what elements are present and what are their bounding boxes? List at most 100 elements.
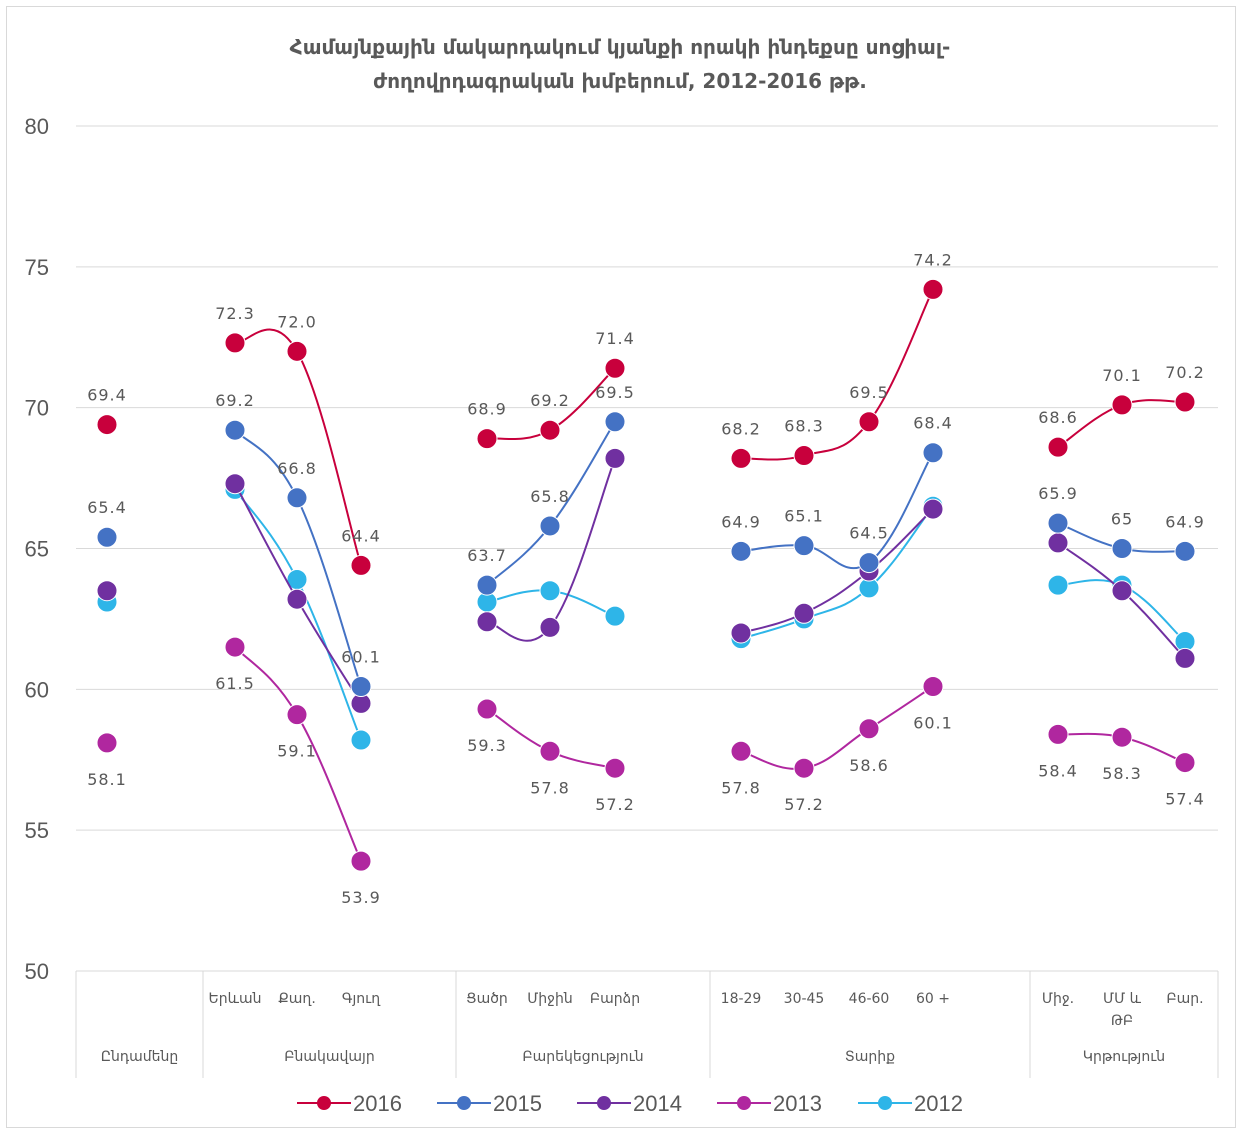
data-point-2013 [539, 740, 561, 762]
data-point-2015 [476, 574, 498, 596]
data-label-2013: 57.8 [721, 778, 761, 797]
data-point-2013 [1174, 752, 1196, 774]
data-label-2013: 58.1 [87, 770, 127, 789]
group-label: Բնակավայր [284, 1049, 374, 1065]
data-point-2016 [350, 554, 372, 576]
data-point-2016 [539, 419, 561, 441]
data-label-2015: 64.9 [1165, 512, 1205, 531]
data-label-2015: 65.8 [530, 487, 570, 506]
data-point-2014 [1174, 647, 1196, 669]
data-label-2016: 70.2 [1165, 363, 1205, 382]
data-label-2015: 64.5 [849, 524, 889, 543]
data-point-2015 [604, 411, 626, 433]
data-label-2016: 72.0 [277, 312, 317, 331]
data-label-2013: 53.9 [341, 888, 381, 907]
data-point-2013 [730, 740, 752, 762]
category-label: 46-60 [849, 991, 890, 1007]
data-point-2015 [858, 552, 880, 574]
series-line-2013 [740, 685, 934, 770]
data-point-2014 [730, 622, 752, 644]
data-point-2016 [96, 414, 118, 436]
y-tick-label: 80 [25, 114, 49, 139]
data-point-2015 [539, 515, 561, 537]
data-label-2015: 69.5 [595, 383, 635, 402]
data-label-2015: 65.9 [1038, 484, 1078, 503]
category-label: 18-29 [721, 991, 762, 1007]
data-point-2012 [604, 605, 626, 627]
data-label-2015: 65.4 [87, 498, 127, 517]
data-point-2013 [350, 850, 372, 872]
data-point-2016 [922, 278, 944, 300]
data-label-2016: 69.2 [530, 391, 570, 410]
data-point-2016 [858, 411, 880, 433]
data-label-2013: 57.4 [1165, 790, 1205, 809]
y-tick-label: 75 [25, 255, 49, 280]
category-label: Միջին [527, 991, 573, 1007]
category-label: Ցածր [466, 991, 508, 1007]
data-label-2016: 64.4 [341, 526, 381, 545]
data-label-2013: 58.3 [1102, 764, 1142, 783]
data-label-2015: 63.7 [467, 546, 507, 565]
data-point-2016 [604, 357, 626, 379]
data-label-2016: 70.1 [1102, 366, 1142, 385]
data-label-2013: 58.4 [1038, 761, 1078, 780]
legend-label-2012: 2012 [914, 1091, 963, 1116]
group-label: Ընդամենը [101, 1049, 179, 1065]
y-tick-label: 65 [25, 537, 49, 562]
data-point-2016 [286, 340, 308, 362]
category-label: Քաղ. [278, 991, 316, 1007]
data-point-2015 [96, 526, 118, 548]
legend-marker-2016 [317, 1096, 331, 1110]
data-label-2016: 69.5 [849, 383, 889, 402]
data-point-2013 [1047, 723, 1069, 745]
data-label-2013: 57.8 [530, 778, 570, 797]
data-point-2014 [539, 616, 561, 638]
data-label-2013: 60.1 [913, 714, 953, 733]
data-label-2013: 57.2 [595, 795, 635, 814]
series-line-2016 [740, 288, 934, 461]
data-point-2013 [922, 676, 944, 698]
legend-label-2013: 2013 [773, 1091, 822, 1116]
group-label: Տարիք [845, 1049, 895, 1065]
data-label-2015: 68.4 [913, 414, 953, 433]
data-label-2016: 68.9 [467, 400, 507, 419]
data-label-2015: 65.1 [784, 507, 824, 526]
data-point-2013 [858, 718, 880, 740]
category-label: ՄՄ և ԹԲ [1103, 991, 1142, 1029]
data-label-2015: 69.2 [215, 391, 255, 410]
category-label: Երևան [209, 991, 262, 1007]
category-label: 60 + [916, 991, 950, 1007]
legend-label-2015: 2015 [493, 1091, 542, 1116]
data-label-2013: 58.6 [849, 756, 889, 775]
data-label-2016: 69.4 [87, 386, 127, 405]
data-label-2015: 60.1 [341, 648, 381, 667]
data-point-2013 [793, 757, 815, 779]
data-point-2015 [1047, 512, 1069, 534]
category-label: Միջ. [1042, 991, 1074, 1007]
data-point-2015 [1174, 540, 1196, 562]
data-label-2016: 68.3 [784, 417, 824, 436]
data-point-2013 [476, 698, 498, 720]
data-point-2015 [922, 442, 944, 464]
y-tick-label: 55 [25, 818, 49, 843]
data-point-2014 [224, 473, 246, 495]
legend-marker-2014 [597, 1096, 611, 1110]
data-label-2016: 68.6 [1038, 408, 1078, 427]
data-label-2013: 59.3 [467, 736, 507, 755]
data-point-2015 [730, 540, 752, 562]
category-label: Գյուղ [342, 991, 381, 1007]
data-point-2014 [1111, 580, 1133, 602]
chart-frame [6, 6, 1236, 1128]
data-point-2015 [1111, 538, 1133, 559]
y-tick-label: 60 [25, 677, 49, 702]
data-point-2013 [604, 757, 626, 779]
data-point-2016 [1174, 391, 1196, 413]
data-point-2016 [224, 332, 246, 354]
category-label: 30-45 [784, 991, 825, 1007]
data-label-2016: 71.4 [595, 329, 635, 348]
data-point-2012 [350, 729, 372, 751]
category-label: Բարձր [590, 991, 640, 1007]
data-label-2016: 72.3 [215, 304, 255, 323]
legend-marker-2013 [737, 1096, 751, 1110]
